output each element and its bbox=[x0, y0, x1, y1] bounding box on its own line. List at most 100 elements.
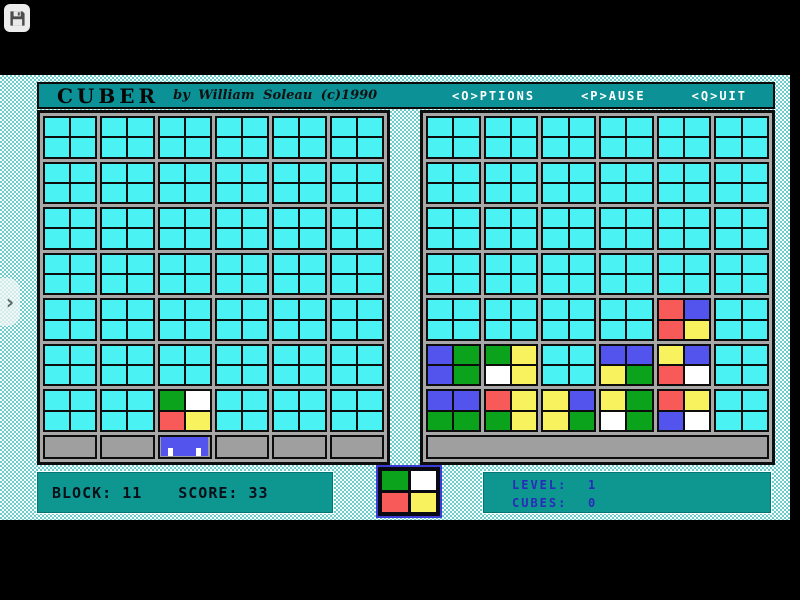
next-block-preview bbox=[376, 465, 442, 518]
board-cell bbox=[243, 209, 268, 228]
cell-group bbox=[656, 298, 712, 341]
board-cell bbox=[71, 138, 96, 157]
cell-group bbox=[157, 343, 212, 387]
menu-options[interactable]: <O>PTIONS bbox=[452, 88, 536, 103]
board-cell bbox=[716, 411, 741, 430]
cell-group bbox=[426, 389, 481, 432]
cell-group bbox=[100, 207, 155, 250]
board-cell bbox=[300, 118, 325, 137]
board-cell bbox=[300, 320, 325, 339]
cell-group bbox=[100, 343, 155, 387]
cell-group bbox=[157, 252, 212, 296]
board-cell bbox=[511, 183, 537, 203]
cell-group bbox=[157, 116, 212, 159]
cell-group bbox=[214, 389, 270, 432]
board-cell bbox=[684, 209, 710, 228]
cube-cell-G bbox=[485, 411, 510, 430]
board-cell bbox=[357, 366, 382, 385]
floor-segment bbox=[426, 435, 769, 459]
cubes-label: CUBES: bbox=[512, 496, 568, 510]
board-cell bbox=[543, 320, 568, 339]
board-cell bbox=[243, 229, 268, 248]
menu-pause[interactable]: <P>AUSE bbox=[581, 88, 646, 103]
board-cell bbox=[569, 209, 594, 228]
cell-group bbox=[714, 252, 769, 296]
board-cell bbox=[300, 163, 325, 182]
board-cell bbox=[454, 300, 479, 319]
board-cell bbox=[485, 300, 510, 319]
board-cell bbox=[274, 183, 299, 203]
cell-group bbox=[329, 389, 384, 432]
cell-group bbox=[214, 298, 270, 341]
board-cell bbox=[243, 254, 268, 273]
board-cell bbox=[331, 345, 356, 365]
board-cell bbox=[658, 209, 683, 228]
board-cell bbox=[485, 209, 510, 228]
board-floor bbox=[43, 435, 384, 459]
board-cell bbox=[454, 254, 479, 273]
board-cell bbox=[102, 118, 127, 137]
board-cell bbox=[102, 209, 127, 228]
board-cell bbox=[543, 209, 568, 228]
board-cell bbox=[716, 345, 741, 365]
expand-sidebar-button[interactable]: › bbox=[0, 278, 20, 326]
board-cell bbox=[159, 300, 184, 319]
cell-group bbox=[426, 207, 481, 250]
board-cell bbox=[185, 183, 210, 203]
board-cell bbox=[543, 366, 568, 385]
cube-cell-G bbox=[627, 366, 652, 385]
save-button[interactable] bbox=[4, 4, 30, 32]
board-cell bbox=[569, 229, 594, 248]
cell-group bbox=[272, 343, 327, 387]
board-cell bbox=[357, 254, 382, 273]
board-cell bbox=[128, 274, 153, 294]
board-cell bbox=[102, 345, 127, 365]
cell-group bbox=[483, 252, 539, 296]
menu-quit[interactable]: <Q>UIT bbox=[691, 88, 747, 103]
board-cell bbox=[742, 138, 767, 157]
cell-group bbox=[599, 298, 654, 341]
board-floor bbox=[426, 435, 769, 459]
cell-group bbox=[214, 116, 270, 159]
cell-group bbox=[426, 116, 481, 159]
cell-group bbox=[329, 116, 384, 159]
board-cell bbox=[331, 118, 356, 137]
board-cell bbox=[185, 163, 210, 182]
cell-group bbox=[541, 207, 596, 250]
cube-cell-Y bbox=[511, 345, 537, 365]
board-cell bbox=[742, 183, 767, 203]
cell-group bbox=[541, 161, 596, 205]
board-cell bbox=[627, 183, 652, 203]
board-cell bbox=[331, 274, 356, 294]
board-cell bbox=[128, 163, 153, 182]
board-cell bbox=[569, 138, 594, 157]
pusher-gap bbox=[196, 448, 202, 456]
board-cell bbox=[428, 118, 453, 137]
board-cell bbox=[216, 229, 242, 248]
board-cell bbox=[243, 345, 268, 365]
floor-segment bbox=[214, 435, 270, 459]
board-cell bbox=[243, 118, 268, 137]
board-cell bbox=[71, 209, 96, 228]
board-cell bbox=[274, 320, 299, 339]
board-cell bbox=[742, 209, 767, 228]
score-label: SCORE: bbox=[178, 483, 239, 502]
board-cell bbox=[102, 411, 127, 430]
board-cell bbox=[742, 300, 767, 319]
board-cell bbox=[71, 274, 96, 294]
cube-cell-Y bbox=[185, 411, 210, 430]
pusher-bar bbox=[161, 437, 209, 448]
board-cell bbox=[627, 300, 652, 319]
board-cell bbox=[742, 254, 767, 273]
board-cell bbox=[216, 391, 242, 410]
cube-cell-B bbox=[454, 391, 479, 410]
cell-group bbox=[656, 252, 712, 296]
floor-segment bbox=[329, 435, 384, 459]
board-cell bbox=[300, 366, 325, 385]
board-cell bbox=[128, 183, 153, 203]
board-cell bbox=[627, 254, 652, 273]
board-cell bbox=[331, 411, 356, 430]
block-label: BLOCK: bbox=[52, 483, 113, 502]
board-cell bbox=[569, 163, 594, 182]
